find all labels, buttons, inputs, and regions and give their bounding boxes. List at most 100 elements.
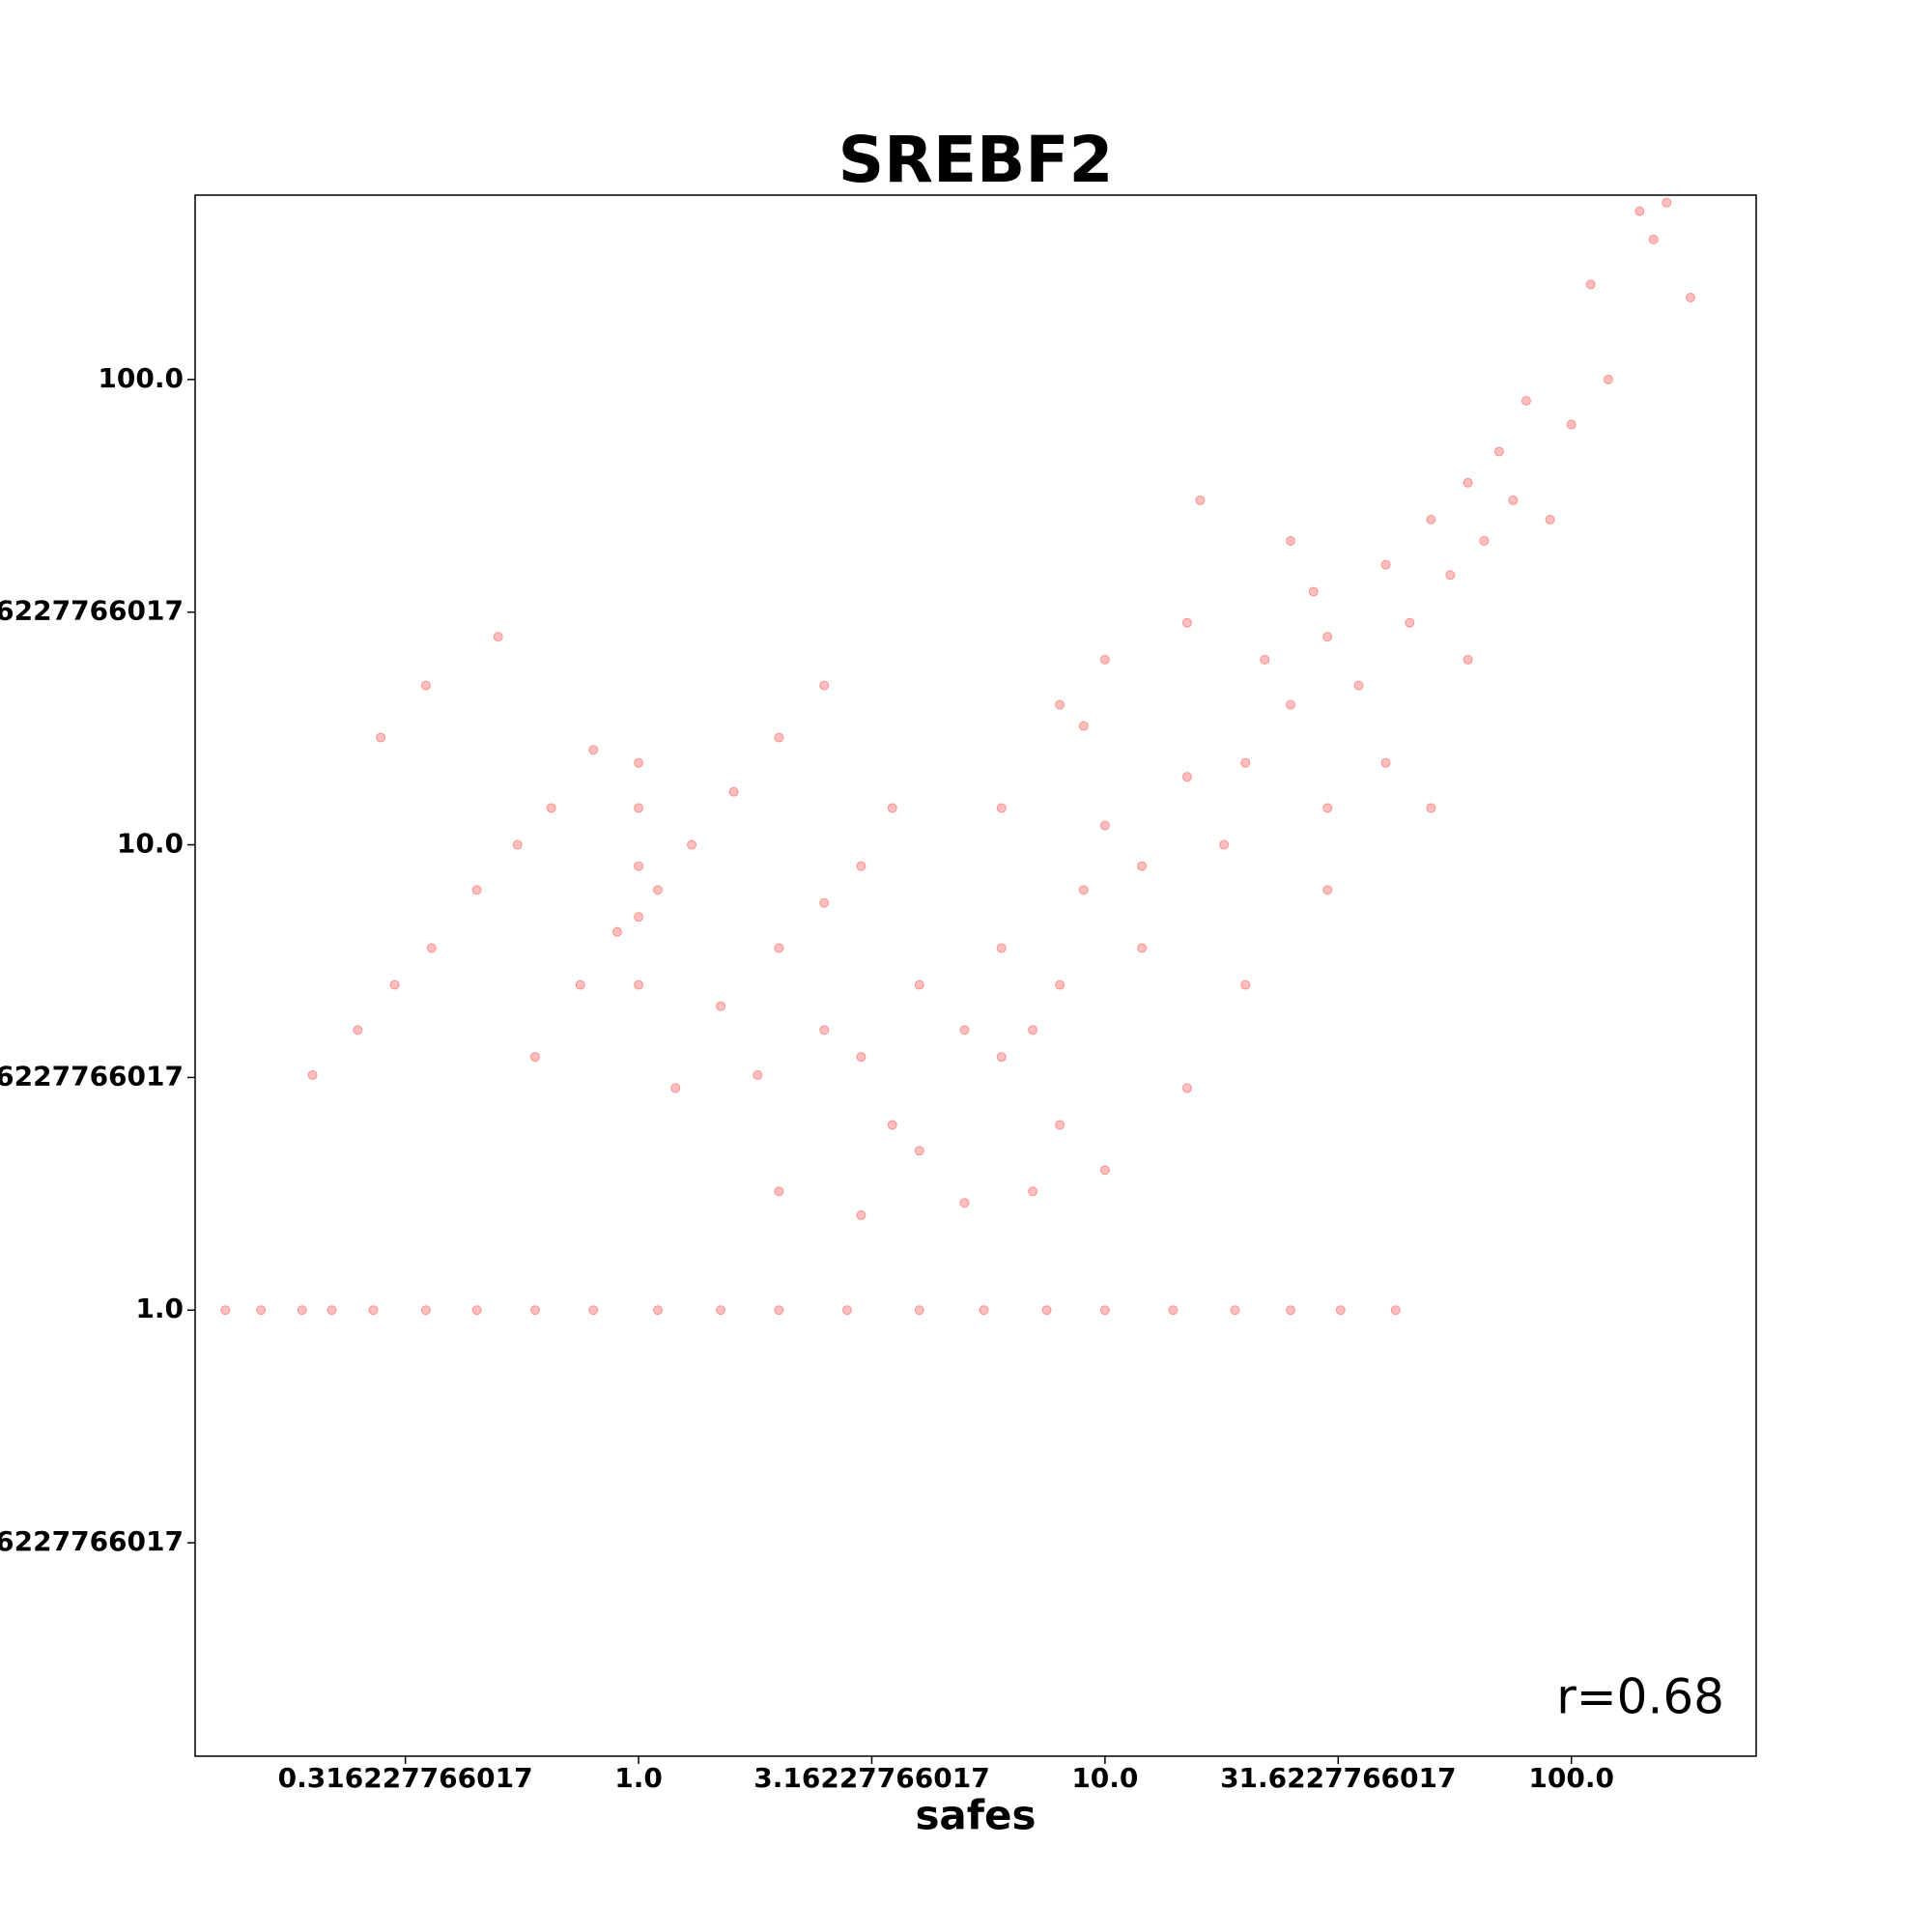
point <box>1099 820 1110 831</box>
point <box>959 1025 970 1036</box>
point <box>1508 495 1519 505</box>
point <box>1322 632 1333 642</box>
point <box>327 1305 337 1316</box>
point <box>687 839 697 850</box>
point <box>856 861 867 871</box>
point <box>841 1305 852 1316</box>
point <box>914 980 924 990</box>
x-axis-label: safes <box>915 1792 1036 1839</box>
point <box>1405 617 1415 628</box>
point <box>1322 803 1333 813</box>
point <box>1260 654 1270 665</box>
point <box>1286 1305 1296 1316</box>
point <box>914 1305 924 1316</box>
point <box>753 1069 763 1080</box>
point <box>728 786 739 797</box>
point <box>588 745 599 755</box>
point <box>1055 699 1065 710</box>
point <box>220 1305 231 1316</box>
point <box>575 980 585 990</box>
point <box>389 980 400 990</box>
point <box>1520 395 1531 406</box>
point <box>1028 1186 1038 1197</box>
point <box>1219 839 1230 850</box>
point <box>653 1305 664 1316</box>
point <box>1286 535 1296 546</box>
point <box>1240 757 1251 768</box>
point <box>856 1209 867 1220</box>
point <box>819 897 830 908</box>
point <box>996 1052 1007 1063</box>
point <box>512 839 523 850</box>
point <box>1426 514 1436 525</box>
point <box>716 1305 726 1316</box>
point <box>819 1025 830 1036</box>
point <box>471 885 482 895</box>
point <box>1380 757 1391 768</box>
point <box>529 1305 540 1316</box>
point <box>529 1052 540 1063</box>
y-tick-label: 1.0 <box>135 1293 184 1324</box>
point <box>1181 617 1192 628</box>
point <box>774 1305 784 1316</box>
point <box>1662 197 1672 208</box>
point <box>1566 419 1577 430</box>
x-tick-label: 1.0 <box>614 1762 663 1794</box>
point <box>420 680 431 691</box>
y-tick-label: 3.16227766017 <box>0 1060 184 1092</box>
point <box>1322 885 1333 895</box>
point <box>1099 654 1110 665</box>
point <box>1137 861 1148 871</box>
point <box>856 1052 867 1063</box>
point <box>493 632 503 642</box>
point <box>716 1001 726 1011</box>
point <box>1585 279 1596 290</box>
point <box>1055 1120 1065 1130</box>
x-tick-label: 10.0 <box>1071 1762 1138 1794</box>
point <box>914 1146 924 1156</box>
point <box>996 943 1007 953</box>
point <box>420 1305 431 1316</box>
point <box>1230 1305 1240 1316</box>
point <box>426 943 437 953</box>
point <box>1099 1305 1110 1316</box>
y-tick-label: 10.0 <box>117 828 184 860</box>
point <box>1648 234 1659 244</box>
point <box>979 1305 989 1316</box>
point <box>1028 1025 1038 1036</box>
plot-frame <box>194 194 1757 1757</box>
point <box>368 1305 379 1316</box>
point <box>1445 570 1456 581</box>
point <box>1286 699 1296 710</box>
point <box>256 1305 267 1316</box>
point <box>1137 943 1148 953</box>
point <box>1463 477 1473 488</box>
point <box>819 680 830 691</box>
point <box>1240 980 1251 990</box>
point <box>1078 885 1089 895</box>
y-tick-label: 0.316227766017 <box>0 1525 184 1557</box>
point <box>1195 495 1206 505</box>
point <box>1380 559 1391 570</box>
point <box>307 1069 318 1080</box>
point <box>546 803 556 813</box>
point <box>634 861 644 871</box>
point <box>1055 980 1065 990</box>
point <box>1685 293 1695 303</box>
point <box>1353 680 1364 691</box>
point <box>1634 206 1645 216</box>
x-tick-label: 0.316227766017 <box>278 1762 533 1794</box>
point <box>297 1305 307 1316</box>
point <box>634 757 644 768</box>
point <box>774 1186 784 1197</box>
point <box>959 1198 970 1208</box>
point <box>774 943 784 953</box>
point <box>887 803 897 813</box>
y-tick-label: 100.0 <box>98 362 184 394</box>
point <box>588 1305 599 1316</box>
annotation: r=0.68 <box>1556 1669 1724 1725</box>
point <box>1463 654 1473 665</box>
point <box>634 803 644 813</box>
